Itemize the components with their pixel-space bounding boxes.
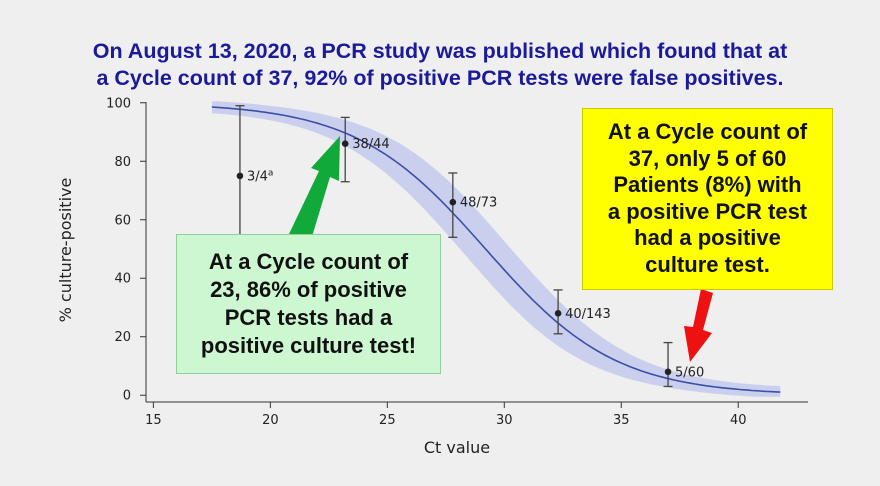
x-tick-label: 35 [613,413,630,428]
fit-curve [211,106,781,393]
y-axis-title: % culture-positive [56,178,75,323]
yellow-callout-line: a positive PCR test [607,198,808,224]
data-points: 3/4a 38/44 48/73 40/143 5/60 [235,105,704,388]
y-tick-label: 80 [114,155,131,170]
data-point [236,172,244,180]
data-point-group: 48/73 [448,172,497,238]
yellow-callout-line: At a Cycle count of [607,119,808,144]
x-tick-label: 25 [379,413,396,428]
green-callout-line: At a Cycle count of [208,249,409,274]
y-tick-label: 60 [114,213,131,228]
x-tick-label: 30 [496,413,513,428]
yellow-callout-line: culture test. [645,251,770,277]
y-tick-label: 0 [123,389,131,404]
data-point [664,368,672,376]
x-axis-title: Ct value [424,438,490,457]
red-arrow [684,289,713,362]
green-callout-line: PCR tests had a [224,305,393,330]
data-point-label: 5/60 [675,365,704,380]
data-point-label: 38/44 [352,137,389,152]
data-point-group: 40/143 [553,289,611,335]
confidence-band [211,101,781,397]
green-callout-line: 23, 86% of positive [210,277,407,302]
data-point [554,310,562,317]
yellow-callout-line: 37, only 5 of 60 [628,145,787,171]
y-ticks: 0 20 40 60 80 100 [106,96,146,404]
yellow-callout-line: Patients (8%) with [613,172,802,197]
green-callout-line: positive culture test! [200,333,417,358]
data-point-label: 48/73 [460,196,497,211]
x-tick-label: 15 [145,413,162,428]
yellow-callout: At a Cycle count of 37, only 5 of 60 Pat… [582,108,833,290]
data-point-label: 40/143 [565,307,611,322]
headline-line-2: a Cycle count of 37, 92% of positive PCR… [96,66,784,90]
green-callout: At a Cycle count of 23, 86% of positive … [176,234,441,374]
y-tick-label: 20 [114,330,131,345]
y-tick-label: 100 [106,96,131,111]
yellow-callout-line: had a positive [634,225,781,250]
x-tick-label: 40 [730,413,747,428]
data-point-group: 38/44 [340,116,390,183]
data-point [341,140,349,148]
data-point [449,198,457,206]
data-point-label: 3/4a [247,168,273,184]
x-tick-label: 20 [262,413,279,428]
headline: On August 13, 2020, a PCR study was publ… [0,38,880,92]
data-point-label-superscript: a [268,168,274,178]
x-ticks: 15 20 25 30 35 40 [145,402,746,428]
data-point-group: 5/60 [663,341,704,388]
y-tick-label: 40 [114,272,131,287]
green-arrow [289,136,340,240]
headline-line-1: On August 13, 2020, a PCR study was publ… [92,39,788,63]
